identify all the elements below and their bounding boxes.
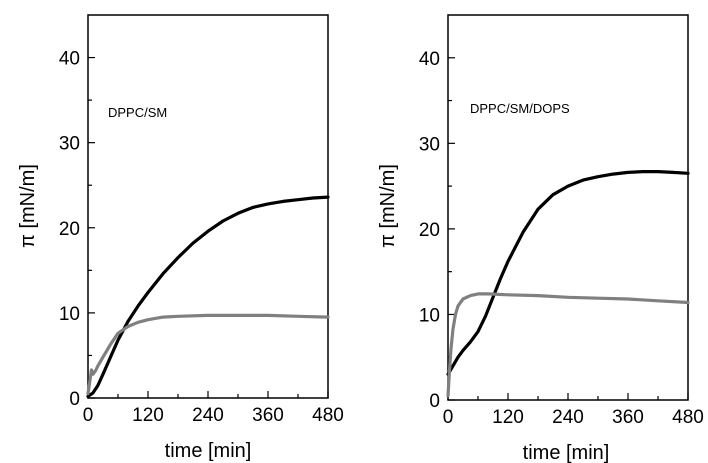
x-tick-label: 0	[83, 405, 94, 426]
x-tick-label: 0	[443, 407, 454, 428]
x-tick-label: 360	[252, 405, 284, 426]
chart-panel-dppc-sm-dops: DPPC/SM/DOPS time [min] π [mN/m] 0 120 240…	[377, 14, 704, 463]
x-tick-label: 360	[612, 407, 644, 428]
y-tick-label: 30	[419, 134, 440, 155]
x-axis-title: time [min]	[165, 440, 252, 462]
series-line-black	[446, 170, 690, 376]
chart-panel-dppc-sm: DPPC/SM time [min] π [mN/m] 0 120 240 360 48…	[17, 14, 344, 462]
y-tick-label: 40	[419, 49, 440, 70]
y-tick-label: 20	[59, 219, 80, 240]
y-tick-label: 20	[419, 220, 440, 241]
y-axis-title: π [mN/m]	[17, 164, 39, 248]
y-tick-label: 10	[59, 304, 80, 325]
y-tick-label: 10	[419, 305, 440, 326]
series-line-gray	[446, 292, 690, 398]
y-tick-label: 0	[429, 391, 440, 412]
plot-frame	[447, 14, 689, 401]
x-tick-label: 120	[492, 407, 524, 428]
x-tick-label: 240	[552, 407, 584, 428]
x-tick-label: 480	[672, 407, 704, 428]
y-tick-label: 40	[59, 49, 80, 70]
y-tick-label: 0	[69, 389, 80, 410]
series-line-gray	[86, 313, 330, 396]
x-tick-label: 240	[192, 405, 224, 426]
panel-annotation: DPPC/SM	[108, 105, 167, 120]
series-line-black	[86, 195, 330, 398]
plot-frame	[87, 14, 329, 399]
y-axis-title: π [mN/m]	[377, 164, 399, 248]
x-tick-label: 120	[132, 405, 164, 426]
y-tick-label: 30	[59, 134, 80, 155]
x-tick-label: 480	[312, 405, 344, 426]
x-axis-title: time [min]	[523, 442, 610, 463]
panel-annotation: DPPC/SM/DOPS	[470, 101, 570, 116]
